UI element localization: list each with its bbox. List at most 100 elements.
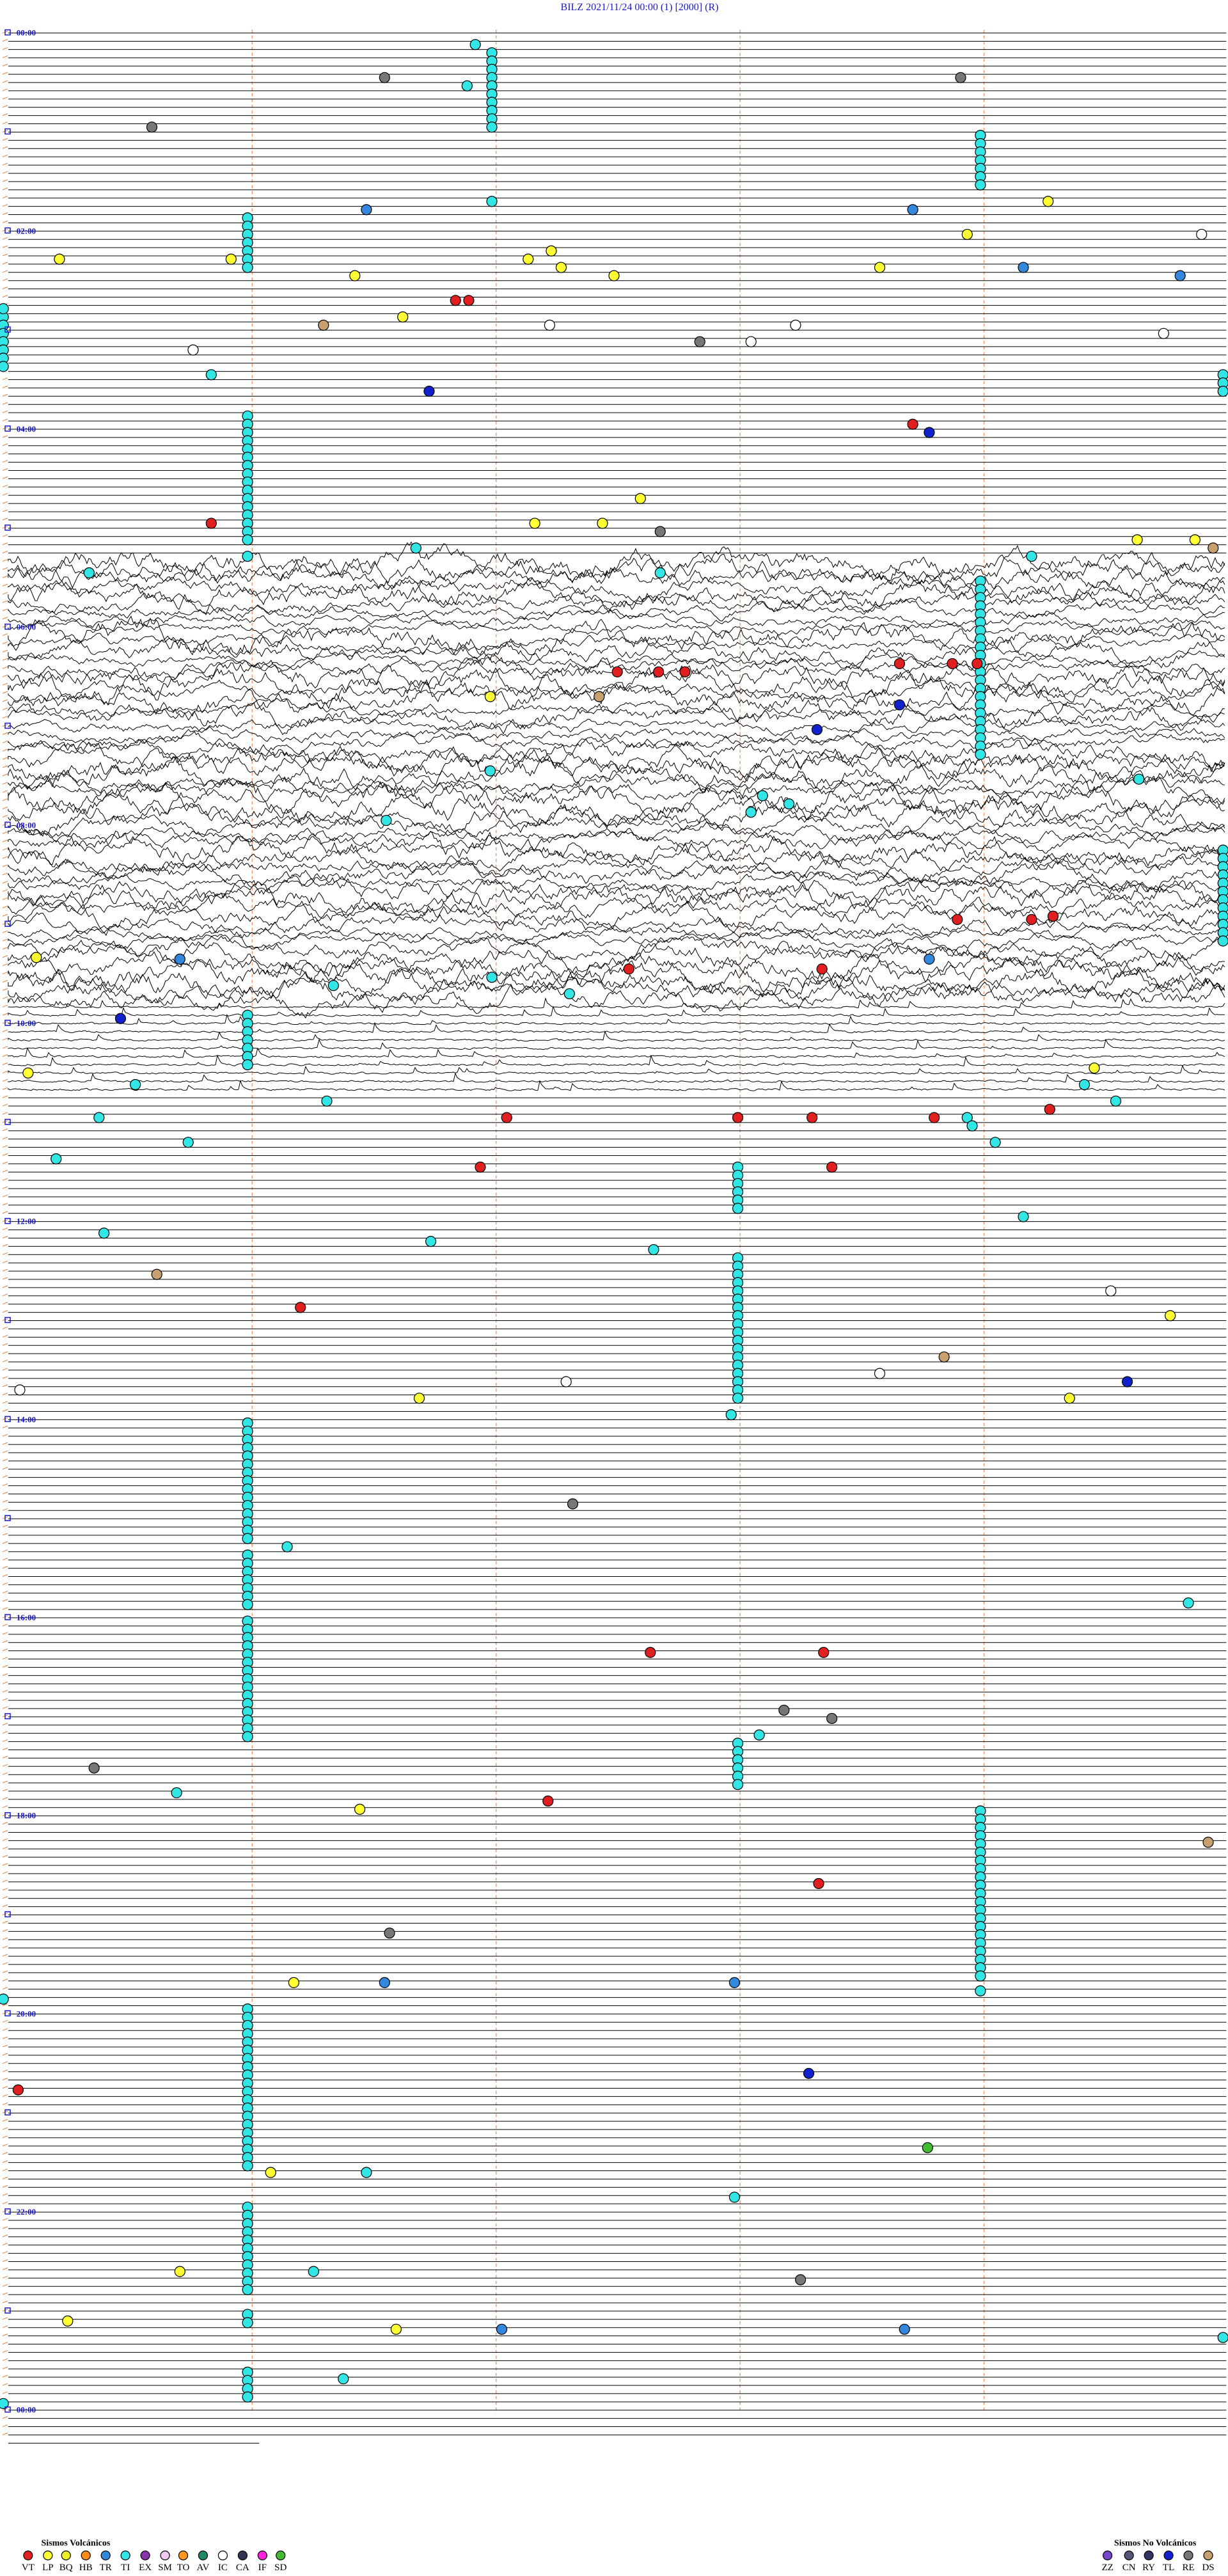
trace bbox=[8, 747, 1225, 788]
event-marker bbox=[778, 1704, 790, 1716]
row-tick bbox=[2, 1343, 8, 1346]
row-tick bbox=[2, 782, 8, 785]
row-tick bbox=[2, 1228, 8, 1231]
hour-label: 14:00 bbox=[17, 1414, 36, 1424]
event-marker bbox=[1217, 935, 1228, 947]
event-marker bbox=[732, 1203, 744, 1214]
event-marker bbox=[623, 963, 634, 975]
event-marker bbox=[242, 2160, 253, 2172]
row-tick bbox=[2, 1128, 8, 1132]
event-marker bbox=[413, 1393, 425, 1404]
row-tick bbox=[2, 80, 8, 83]
event-marker bbox=[242, 551, 253, 562]
legend-code: IC bbox=[218, 2563, 228, 2573]
trace bbox=[8, 1022, 1225, 1034]
event-marker bbox=[0, 1993, 9, 2005]
row-tick bbox=[2, 1772, 8, 1775]
row-tick bbox=[2, 1252, 8, 1255]
row-tick bbox=[2, 2193, 8, 2196]
hour-bracket bbox=[4, 2010, 11, 2017]
legend-swatch bbox=[23, 2550, 33, 2561]
event-marker bbox=[1196, 228, 1208, 241]
row-tick bbox=[2, 674, 8, 677]
row-tick bbox=[2, 1293, 8, 1297]
event-marker bbox=[182, 1137, 194, 1148]
row-tick bbox=[2, 1244, 8, 1247]
event-marker bbox=[728, 2192, 740, 2203]
event-marker bbox=[1078, 1079, 1090, 1091]
legend-swatch bbox=[217, 2550, 228, 2561]
row-tick bbox=[2, 807, 8, 809]
event-marker bbox=[816, 963, 828, 975]
event-marker bbox=[966, 1120, 978, 1132]
row-tick bbox=[2, 377, 8, 381]
hour-bracket bbox=[4, 722, 11, 729]
row-tick bbox=[2, 1607, 8, 1610]
event-marker bbox=[679, 666, 691, 677]
event-marker bbox=[242, 2391, 253, 2403]
event-marker bbox=[924, 427, 935, 438]
row-tick bbox=[2, 980, 8, 983]
event-marker bbox=[288, 1977, 299, 1988]
row-tick bbox=[2, 2061, 8, 2064]
event-marker bbox=[732, 1112, 744, 1123]
event-marker bbox=[484, 765, 496, 777]
row-tick bbox=[2, 1004, 8, 1007]
event-marker bbox=[608, 270, 620, 281]
row-tick bbox=[2, 1038, 8, 1041]
row-tick bbox=[2, 1376, 8, 1379]
event-marker bbox=[813, 1877, 824, 1890]
legend-code: RE bbox=[1182, 2563, 1194, 2573]
row-tick bbox=[2, 873, 8, 876]
trace bbox=[8, 843, 1225, 878]
legend-code: TL bbox=[1163, 2563, 1174, 2573]
row-tick bbox=[2, 1888, 8, 1891]
row-tick bbox=[2, 748, 8, 752]
row-tick bbox=[2, 1409, 8, 1412]
row-tick bbox=[2, 1112, 8, 1115]
row-tick bbox=[2, 452, 8, 455]
row-tick bbox=[2, 1863, 8, 1866]
row-tick bbox=[2, 1558, 8, 1561]
legend-swatch bbox=[257, 2550, 267, 2561]
event-marker bbox=[1026, 551, 1037, 562]
row-tick bbox=[2, 55, 8, 58]
row-tick bbox=[2, 930, 8, 933]
event-marker bbox=[560, 1376, 572, 1387]
row-tick bbox=[2, 2019, 8, 2023]
trace bbox=[8, 818, 1225, 848]
hour-bracket bbox=[4, 128, 11, 135]
event-marker bbox=[242, 1731, 253, 1742]
event-marker bbox=[354, 1803, 366, 1815]
row-tick bbox=[2, 2086, 8, 2089]
trace bbox=[8, 738, 1225, 770]
row-tick bbox=[2, 122, 8, 125]
trace bbox=[8, 568, 1225, 603]
row-tick bbox=[2, 1260, 8, 1263]
row-tick bbox=[2, 1161, 8, 1164]
hour-bracket bbox=[4, 1020, 11, 1026]
event-marker bbox=[611, 666, 623, 677]
trace bbox=[8, 921, 1225, 942]
event-marker bbox=[205, 369, 217, 381]
row-tick bbox=[2, 63, 8, 67]
row-tick bbox=[2, 1087, 8, 1090]
row-tick bbox=[2, 385, 8, 388]
event-marker bbox=[826, 1161, 838, 1173]
row-tick bbox=[2, 1838, 8, 1841]
row-tick bbox=[2, 617, 8, 620]
row-tick bbox=[2, 1664, 8, 1668]
event-marker bbox=[745, 807, 757, 818]
event-marker bbox=[338, 2373, 349, 2385]
trace bbox=[8, 789, 1225, 829]
legend-swatch bbox=[1124, 2550, 1134, 2561]
hour-bracket bbox=[4, 2109, 11, 2115]
row-tick bbox=[2, 2275, 8, 2279]
row-tick bbox=[2, 1541, 8, 1544]
trace bbox=[8, 1038, 1225, 1050]
hour-bracket bbox=[4, 2208, 11, 2215]
event-marker bbox=[242, 2317, 253, 2328]
event-marker bbox=[484, 691, 496, 702]
event-marker bbox=[975, 748, 986, 760]
